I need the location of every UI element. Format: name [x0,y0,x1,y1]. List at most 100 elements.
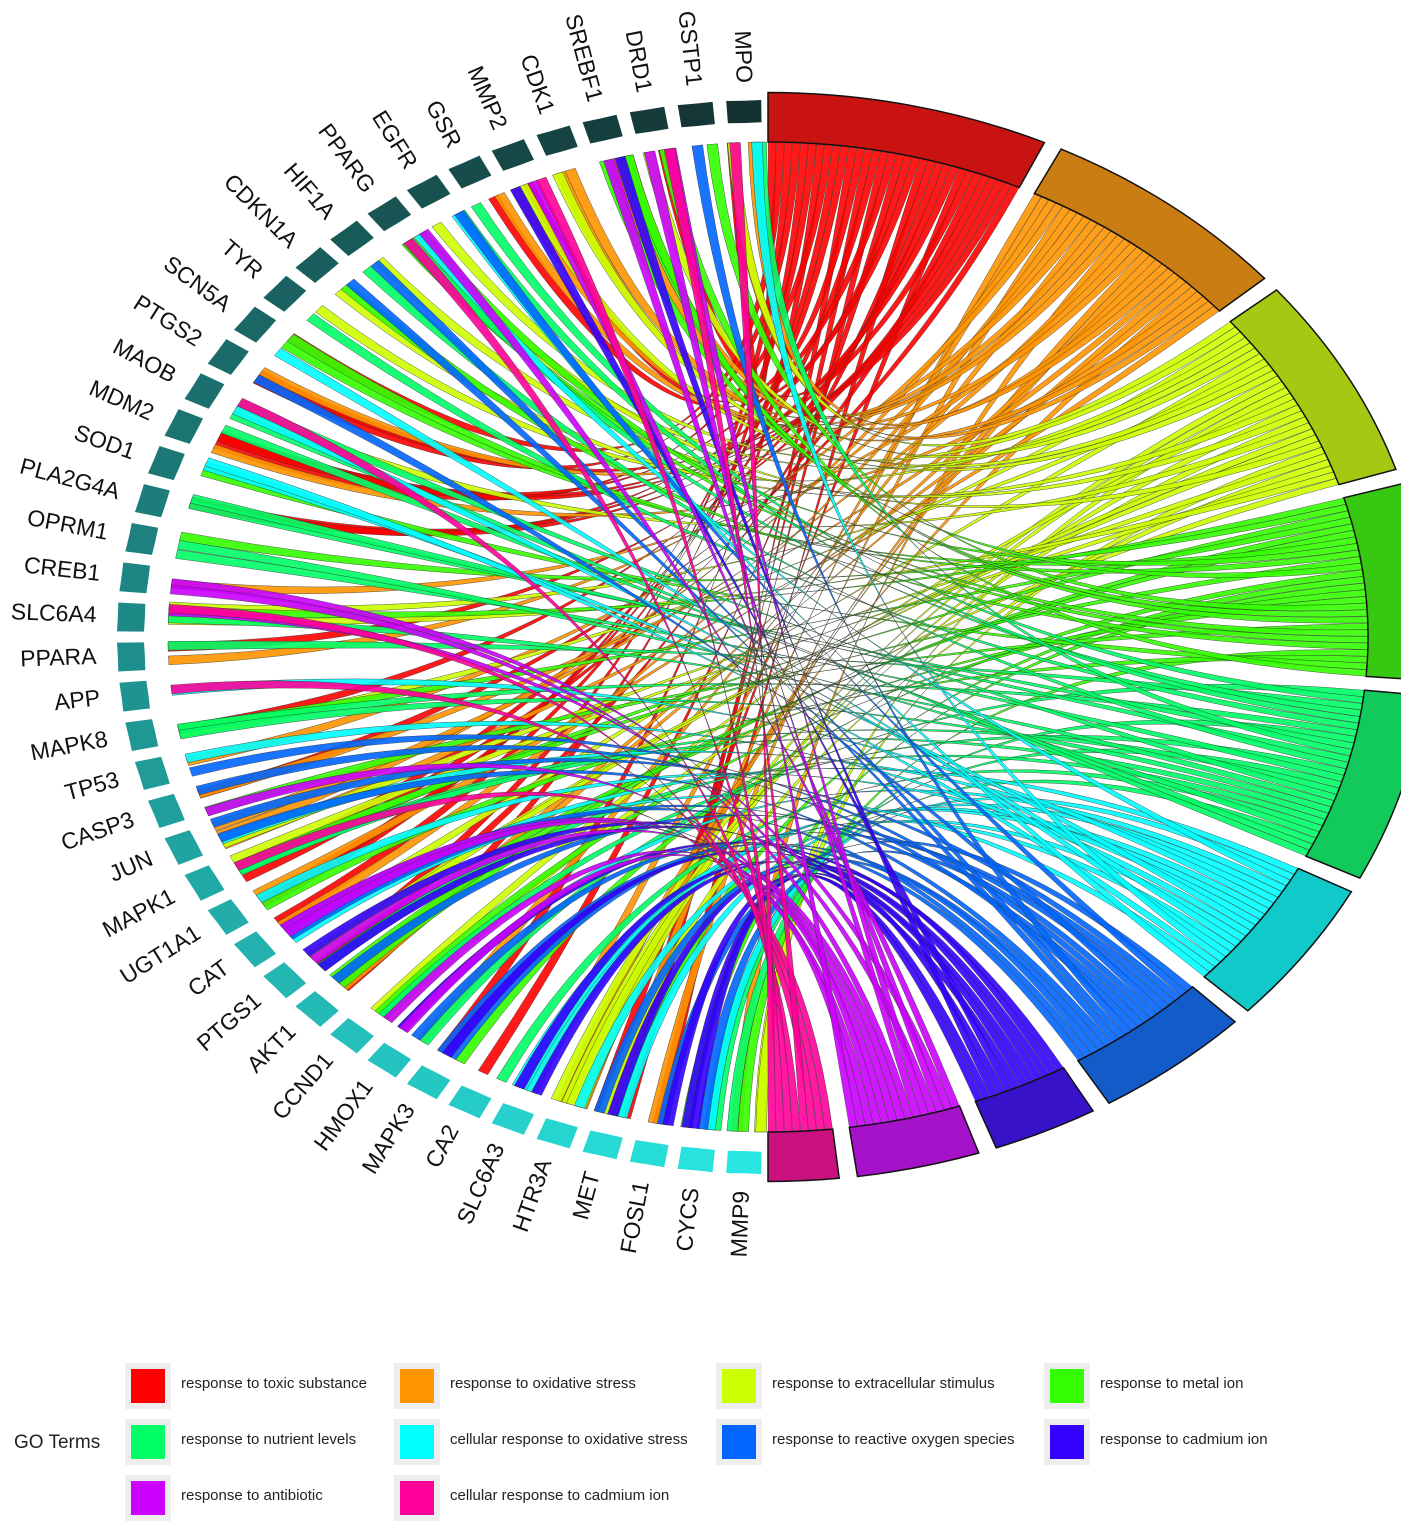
gene-block [295,247,339,283]
gene-label: CYCS [671,1186,704,1252]
gene-label: GSR [421,96,467,152]
legend-swatch [1050,1425,1084,1459]
legend-title: GO Terms [14,1432,101,1453]
ribbon [607,864,1057,1117]
gene-block [119,680,150,712]
gene-label: APP [53,684,102,715]
term-arc [1076,985,1237,1105]
gene-label: TYR [217,234,269,284]
gene-block-layer [117,100,762,1174]
gene-block [184,373,225,409]
ribbon [681,873,1006,1129]
gene-label: OPRM1 [25,504,110,545]
ribbon [210,291,1204,517]
legend-swatch [131,1425,165,1459]
gene-label: MMP9 [726,1190,754,1257]
ribbon [170,578,953,1111]
gene-block [330,220,374,256]
ribbon [255,772,1261,926]
gene-label: HIF1A [279,158,342,225]
ribbon [531,861,1043,1096]
ribbon [315,305,1251,482]
ribbon [455,209,1361,724]
gene-label: HTR3A [507,1155,557,1235]
ribbon [168,202,1064,666]
gene-block [134,756,170,790]
ribbon [535,176,785,1133]
gene-label: CREB1 [23,552,102,586]
ribbon [691,144,1132,1035]
legend-swatch [1050,1369,1084,1403]
gene-block [234,931,277,968]
ribbon [614,155,999,1097]
gene-label: CASP3 [58,806,138,855]
legend-label: cellular response to oxidative stress [450,1431,688,1448]
ribbon [403,237,793,1133]
gene-label: MDM2 [86,375,158,426]
gene-label: PPARA [20,643,98,672]
term-arc [767,91,1046,189]
ribbon [680,582,1366,1129]
legend-label: response to metal ion [1100,1375,1244,1392]
gene-block [448,155,492,189]
gene-label: CA2 [420,1120,464,1172]
ribbon [229,465,1334,865]
term-arc [1342,483,1401,680]
ribbon [177,540,1320,839]
gene-label: MAPK8 [28,725,109,765]
gene-block [330,1018,374,1054]
gene-block [117,642,146,672]
ribbon [189,734,1151,1023]
gene-block [148,793,185,828]
gene-label: SREBF1 [560,11,608,104]
gene-block [207,899,249,935]
legend-swatch [722,1425,756,1459]
gene-label: TP53 [62,766,122,805]
ribbon [345,278,1119,1043]
ribbon [729,142,777,1133]
gene-block [491,139,534,171]
gene-label: DRD1 [621,28,658,94]
ribbon [378,735,1347,1020]
ribbon [370,260,1126,1039]
gene-block [125,523,159,555]
gene-block [164,409,203,444]
ribbon [517,183,1278,472]
term-arc-layer [767,91,1401,1183]
ribbon [552,171,1274,468]
ribbon [253,374,1164,1015]
ribbon [209,758,1182,1001]
ribbon [237,397,801,1132]
legend-swatch [400,1425,434,1459]
gene-block [406,174,451,209]
ribbon [564,167,1209,442]
legend-swatch [722,1369,756,1403]
legend-label: response to extracellular stimulus [772,1375,995,1392]
gene-label: MPO [730,30,758,83]
gene-block [536,125,578,156]
term-arc [974,1066,1095,1149]
legend-label: response to oxidative stress [450,1375,636,1392]
ribbon [175,549,1345,782]
gene-label: EGFR [367,106,423,174]
ribbon [306,313,1360,730]
gene-block [207,339,249,375]
ribbon [215,199,1057,840]
gene-block [491,1103,534,1135]
legend-label: response to toxic substance [181,1375,367,1392]
legend-swatch [400,1369,434,1403]
ribbon [663,147,809,1132]
gene-block [164,830,203,865]
ribbon [168,604,817,1132]
ribbon [374,257,1306,498]
term-arc [767,1128,841,1183]
ribbon [751,141,1227,963]
gene-block [119,562,150,594]
ribbon [398,854,866,1127]
ribbon-layer [167,141,1369,1133]
gene-label: GSTP1 [673,9,707,87]
ribbon [622,154,1369,624]
gene-label: PTGS2 [129,289,207,351]
ribbon [496,769,1323,1083]
ribbon [454,210,1188,997]
